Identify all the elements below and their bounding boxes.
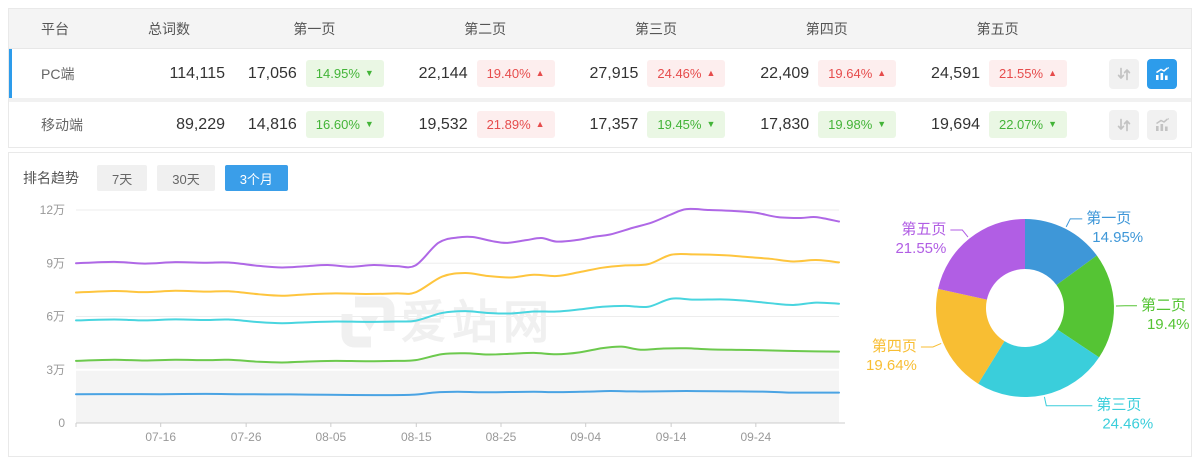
page1-count: 14,816 bbox=[247, 115, 297, 133]
bar-chart-icon bbox=[1155, 117, 1169, 131]
trend-arrow-icon bbox=[1048, 120, 1057, 129]
header-page4: 第四页 bbox=[805, 20, 848, 37]
aizhan-watermark: 爱站网 bbox=[341, 296, 554, 348]
tab-7d[interactable]: 7天 bbox=[97, 165, 148, 191]
page5-count: 19,694 bbox=[931, 115, 980, 133]
tab-3m[interactable]: 3个月 bbox=[224, 165, 288, 191]
trend-arrow-icon bbox=[706, 120, 715, 129]
svg-text:24.46%: 24.46% bbox=[1102, 416, 1153, 433]
svg-text:9万: 9万 bbox=[46, 256, 65, 270]
svg-text:08-25: 08-25 bbox=[486, 430, 517, 444]
donut-slice-第五页 bbox=[938, 219, 1025, 300]
page1-count: 17,056 bbox=[247, 64, 297, 82]
sort-arrows-icon bbox=[1117, 67, 1131, 80]
table-row-mobile[interactable]: 移动端 89,229 14,816 16.60% 19,532 21.89% 1… bbox=[9, 98, 1191, 147]
trend-arrow-icon bbox=[536, 69, 545, 78]
svg-text:第四页: 第四页 bbox=[872, 337, 917, 355]
svg-text:第一页: 第一页 bbox=[1086, 209, 1131, 227]
total-words-value: 89,229 bbox=[176, 115, 225, 133]
svg-text:第五页: 第五页 bbox=[901, 220, 946, 238]
svg-text:09-14: 09-14 bbox=[656, 430, 687, 444]
svg-text:21.55%: 21.55% bbox=[895, 240, 946, 257]
trend-title: 排名趋势 bbox=[23, 170, 79, 186]
sort-button[interactable] bbox=[1108, 109, 1139, 140]
page5-change-badge: 21.55% bbox=[988, 60, 1067, 87]
page5-change-badge: 22.07% bbox=[988, 111, 1067, 138]
table-row-pc[interactable]: PC端 114,115 17,056 14.95% 22,144 19.40% … bbox=[9, 49, 1191, 98]
svg-text:08-15: 08-15 bbox=[401, 430, 432, 444]
page1-change-badge: 14.95% bbox=[305, 60, 384, 87]
bar-chart-icon bbox=[1155, 66, 1169, 80]
svg-text:09-04: 09-04 bbox=[570, 430, 601, 444]
page4-change-badge: 19.98% bbox=[818, 111, 897, 138]
svg-text:09-24: 09-24 bbox=[740, 430, 771, 444]
page2-change-badge: 19.40% bbox=[476, 60, 555, 87]
trend-arrow-icon bbox=[536, 120, 545, 129]
svg-text:12万: 12万 bbox=[40, 203, 65, 217]
header-page5: 第五页 bbox=[976, 20, 1019, 37]
page3-change-badge: 24.46% bbox=[647, 60, 726, 87]
chart-toggle-button[interactable] bbox=[1146, 109, 1177, 140]
rank-table: 平台 总词数 第一页 第二页 第三页 第四页 第五页 PC端 114,115 1… bbox=[8, 8, 1192, 148]
page2-count: 19,532 bbox=[418, 115, 468, 133]
page4-change-badge: 19.64% bbox=[818, 60, 897, 87]
page1-change-badge: 16.60% bbox=[305, 111, 384, 138]
page2-count: 22,144 bbox=[418, 64, 468, 82]
svg-text:第三页: 第三页 bbox=[1096, 396, 1141, 414]
svg-text:0: 0 bbox=[58, 416, 65, 430]
trend-toolbar: 排名趋势 7天 30天 3个月 bbox=[9, 153, 1191, 191]
platform-label: PC端 bbox=[41, 65, 75, 82]
page4-count: 17,830 bbox=[760, 115, 810, 133]
tab-30d[interactable]: 30天 bbox=[157, 165, 215, 191]
svg-text:07-16: 07-16 bbox=[145, 430, 176, 444]
page2-change-badge: 21.89% bbox=[476, 111, 555, 138]
trend-arrow-icon bbox=[365, 69, 374, 78]
svg-text:3万: 3万 bbox=[46, 363, 65, 377]
platform-label: 移动端 bbox=[41, 116, 83, 133]
page3-count: 27,915 bbox=[589, 64, 639, 82]
svg-text:19.4%: 19.4% bbox=[1147, 316, 1190, 333]
donut-slice-第四页 bbox=[936, 288, 1005, 384]
table-header: 平台 总词数 第一页 第二页 第三页 第四页 第五页 bbox=[9, 9, 1191, 49]
donut-slice-第一页 bbox=[1025, 219, 1097, 285]
sort-button[interactable] bbox=[1108, 58, 1139, 89]
page-distribution-donut-chart[interactable]: 第一页 14.95% 第二页 19.4% 第三页 24.46% 第四页 19.64% 第五页 21… bbox=[851, 190, 1191, 458]
trend-arrow-icon bbox=[1048, 69, 1057, 78]
svg-text:19.64%: 19.64% bbox=[866, 357, 917, 374]
header-page3: 第三页 bbox=[634, 20, 677, 37]
sort-arrows-icon bbox=[1117, 118, 1131, 131]
svg-text:第二页: 第二页 bbox=[1141, 296, 1186, 314]
svg-text:6万: 6万 bbox=[46, 310, 65, 324]
donut-slice-第三页 bbox=[978, 329, 1100, 397]
ranking-trend-line-chart[interactable]: 0 3万 6万 9万 12万 爱站网 07-16 07-26 08-05 08-15 08-25… bbox=[9, 193, 859, 457]
svg-text:07-26: 07-26 bbox=[231, 430, 262, 444]
total-words-value: 114,115 bbox=[169, 64, 225, 82]
trend-arrow-icon bbox=[706, 69, 715, 78]
page4-count: 22,409 bbox=[760, 64, 810, 82]
header-platform: 平台 bbox=[41, 20, 69, 37]
page3-change-badge: 19.45% bbox=[647, 111, 726, 138]
trend-section: 排名趋势 7天 30天 3个月 0 3万 6万 9万 12万 爱站网 07-16 07-2… bbox=[8, 152, 1192, 457]
trend-arrow-icon bbox=[365, 120, 374, 129]
header-page2: 第二页 bbox=[464, 20, 507, 37]
header-total-words: 总词数 bbox=[148, 20, 190, 37]
watermark-text: 爱站网 bbox=[401, 296, 554, 348]
svg-text:14.95%: 14.95% bbox=[1092, 229, 1143, 246]
svg-text:08-05: 08-05 bbox=[315, 430, 346, 444]
trend-arrow-icon bbox=[877, 120, 886, 129]
trend-arrow-icon bbox=[877, 69, 886, 78]
page5-count: 24,591 bbox=[931, 64, 980, 82]
donut-slice-第二页 bbox=[1056, 255, 1114, 358]
header-page1: 第一页 bbox=[293, 20, 336, 37]
chart-toggle-button[interactable] bbox=[1146, 58, 1177, 89]
page3-count: 17,357 bbox=[589, 115, 639, 133]
